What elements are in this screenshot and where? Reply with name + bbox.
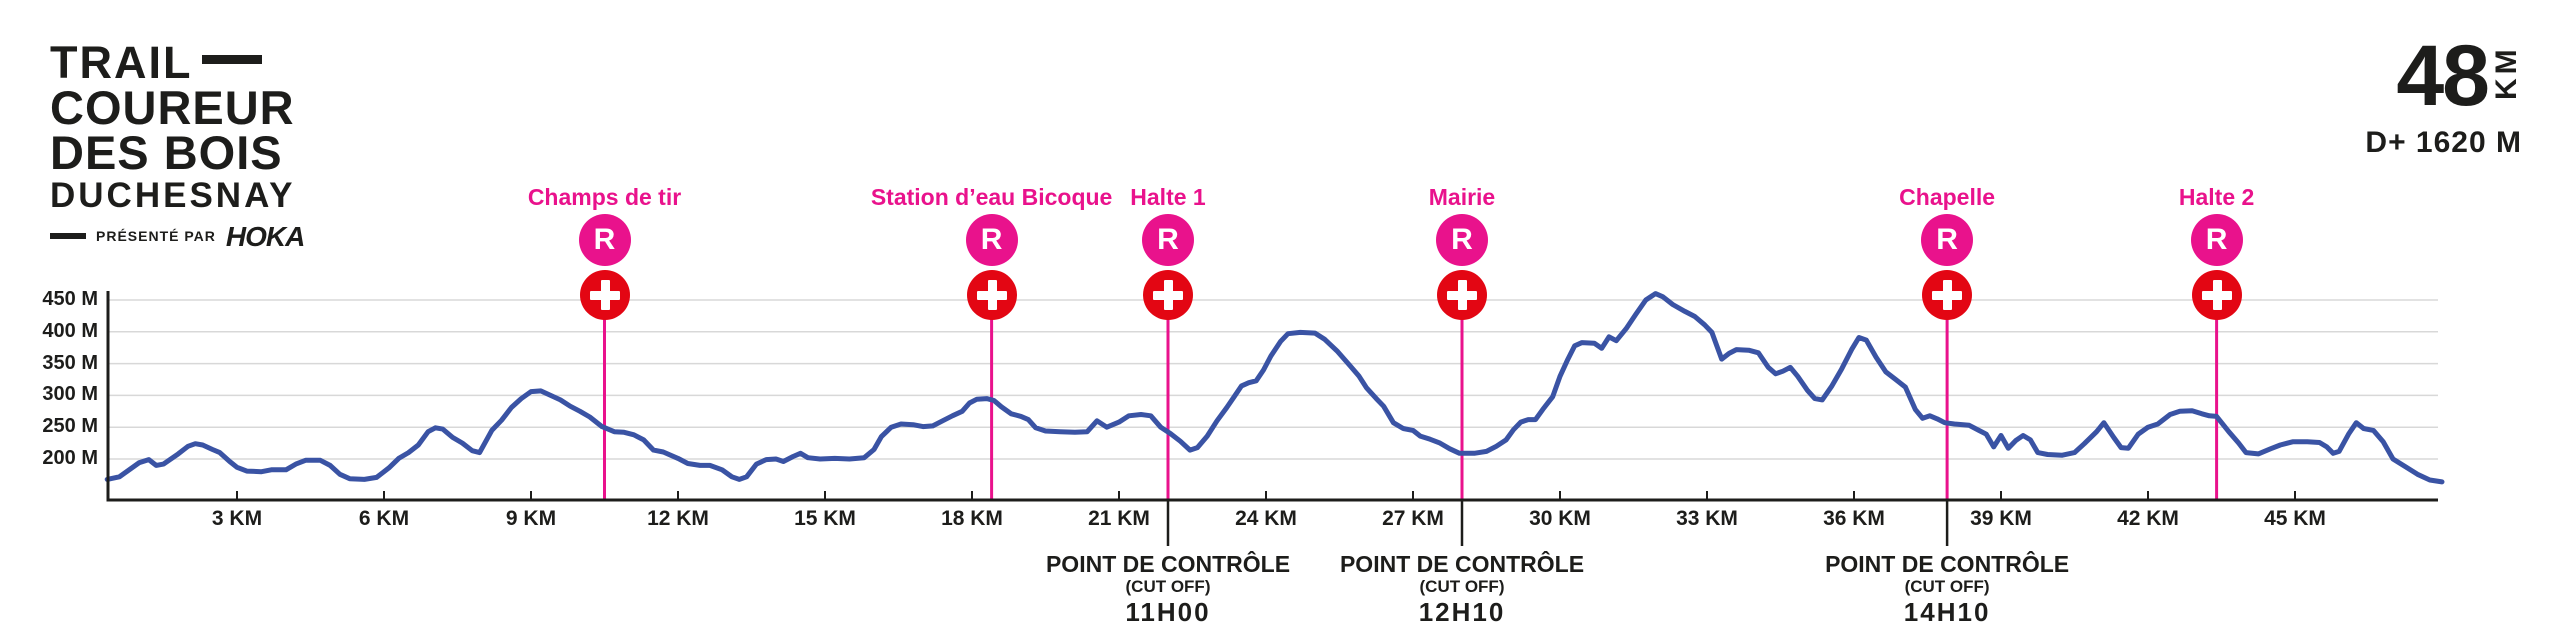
x-tick-label: 21 KM (1088, 507, 1150, 530)
logo-line-trail: TRAIL (50, 40, 304, 85)
y-tick-label: 250 M (42, 415, 98, 438)
checkpoint-name: Mairie (1428, 184, 1496, 210)
x-tick-label: 33 KM (1676, 507, 1738, 530)
cross-v-bar (1943, 280, 1953, 310)
cutoff-time: 14H10 (1903, 597, 1991, 627)
cutoff-subtitle: (CUT OFF) (1125, 577, 1211, 596)
x-tick-label: 6 KM (358, 507, 410, 530)
presented-by-label: PRÉSENTÉ PAR (96, 227, 216, 244)
medical-cross-icon (1437, 270, 1487, 320)
small-dash-icon (50, 233, 86, 239)
cross-v-bar (1458, 280, 1467, 310)
cross-v-bar (987, 280, 997, 310)
x-tick-label: 12 KM (647, 507, 709, 530)
x-tick-label: 45 KM (2264, 507, 2326, 530)
logo-line-coureur: COUREUR (50, 81, 295, 134)
medical-cross-icon (2191, 270, 2242, 320)
x-tick-label: 3 KM (211, 507, 263, 530)
medical-cross-icon (1143, 270, 1193, 320)
cutoff-time: 12H10 (1418, 597, 1506, 627)
medical-cross-icon (1922, 270, 1973, 320)
refreshment-icon: R (965, 214, 1018, 266)
distance-row: 48 KM (2365, 28, 2523, 124)
x-tick-label: 9 KM (505, 507, 557, 530)
cross-v-bar (1164, 280, 1173, 310)
cross-v-bar (600, 280, 610, 310)
cutoff-subtitle: (CUT OFF) (1904, 577, 1990, 596)
x-tick-label: 36 KM (1823, 507, 1885, 530)
medical-cross-icon (966, 270, 1017, 320)
logo-line-duchesnay: DUCHESNAY (50, 176, 296, 215)
refreshment-icon: R (1921, 214, 1974, 266)
cutoff-block: POINT DE CONTRÔLE (CUT OFF) 11H00 (998, 551, 1338, 627)
cross-v-bar (2212, 280, 2222, 310)
cutoff-title: POINT DE CONTRÔLE (1339, 551, 1585, 577)
checkpoint-name: Halte 1 (1130, 184, 1206, 210)
checkpoint-name: Halte 2 (2178, 184, 2255, 210)
x-tick-label: 27 KM (1382, 507, 1444, 530)
x-tick-label: 15 KM (794, 507, 856, 530)
event-logo: TRAIL COUREUR DES BOIS DUCHESNAY PRÉSENT… (50, 40, 305, 252)
cutoff-title: POINT DE CONTRÔLE (1045, 551, 1291, 577)
x-tick-label: 39 KM (1970, 507, 2032, 530)
race-distance-block: 48 KM D+ 1620 M (2365, 28, 2523, 160)
checkpoint-name: Champs de tir (527, 184, 682, 210)
cutoff-subtitle: (CUT OFF) (1419, 577, 1505, 596)
distance-value: 48 (2396, 28, 2490, 124)
x-tick-label: 42 KM (2117, 507, 2179, 530)
elevation-profile-line (104, 291, 2445, 485)
x-tick-label: 30 KM (1529, 507, 1591, 530)
refreshment-icon: R (1436, 214, 1488, 266)
logo-line-des-bois: DES BOIS (50, 126, 283, 179)
refreshment-icon: R (2190, 214, 2243, 266)
logo-dash-icon (202, 55, 263, 64)
y-tick-label: 450 M (42, 288, 98, 310)
elevation-gain-label: D+ 1620 M (2365, 126, 2522, 159)
presented-by-row: PRÉSENTÉ PAR HOKA (50, 221, 305, 252)
refreshment-icon: R (1142, 214, 1194, 266)
hoka-logo: HOKA (225, 220, 305, 252)
medical-cross-icon (579, 270, 630, 320)
y-tick-label: 400 M (42, 319, 98, 342)
y-tick-label: 200 M (42, 447, 98, 469)
x-tick-label: 24 KM (1235, 507, 1297, 530)
distance-unit: KM (2490, 45, 2523, 101)
checkpoint-name: Station d’eau Bicoque (870, 184, 1113, 210)
cutoff-block: POINT DE CONTRÔLE (CUT OFF) 14H10 (1777, 551, 2117, 627)
y-tick-label: 300 M (42, 383, 98, 406)
cutoff-title: POINT DE CONTRÔLE (1825, 551, 2070, 577)
cutoff-time: 11H00 (1125, 597, 1211, 627)
refreshment-icon: R (578, 214, 631, 266)
y-tick-label: 350 M (42, 351, 98, 374)
x-tick-label: 18 KM (941, 507, 1003, 530)
cutoff-block: POINT DE CONTRÔLE (CUT OFF) 12H10 (1292, 551, 1632, 627)
checkpoint-name: Chapelle (1899, 184, 1996, 210)
